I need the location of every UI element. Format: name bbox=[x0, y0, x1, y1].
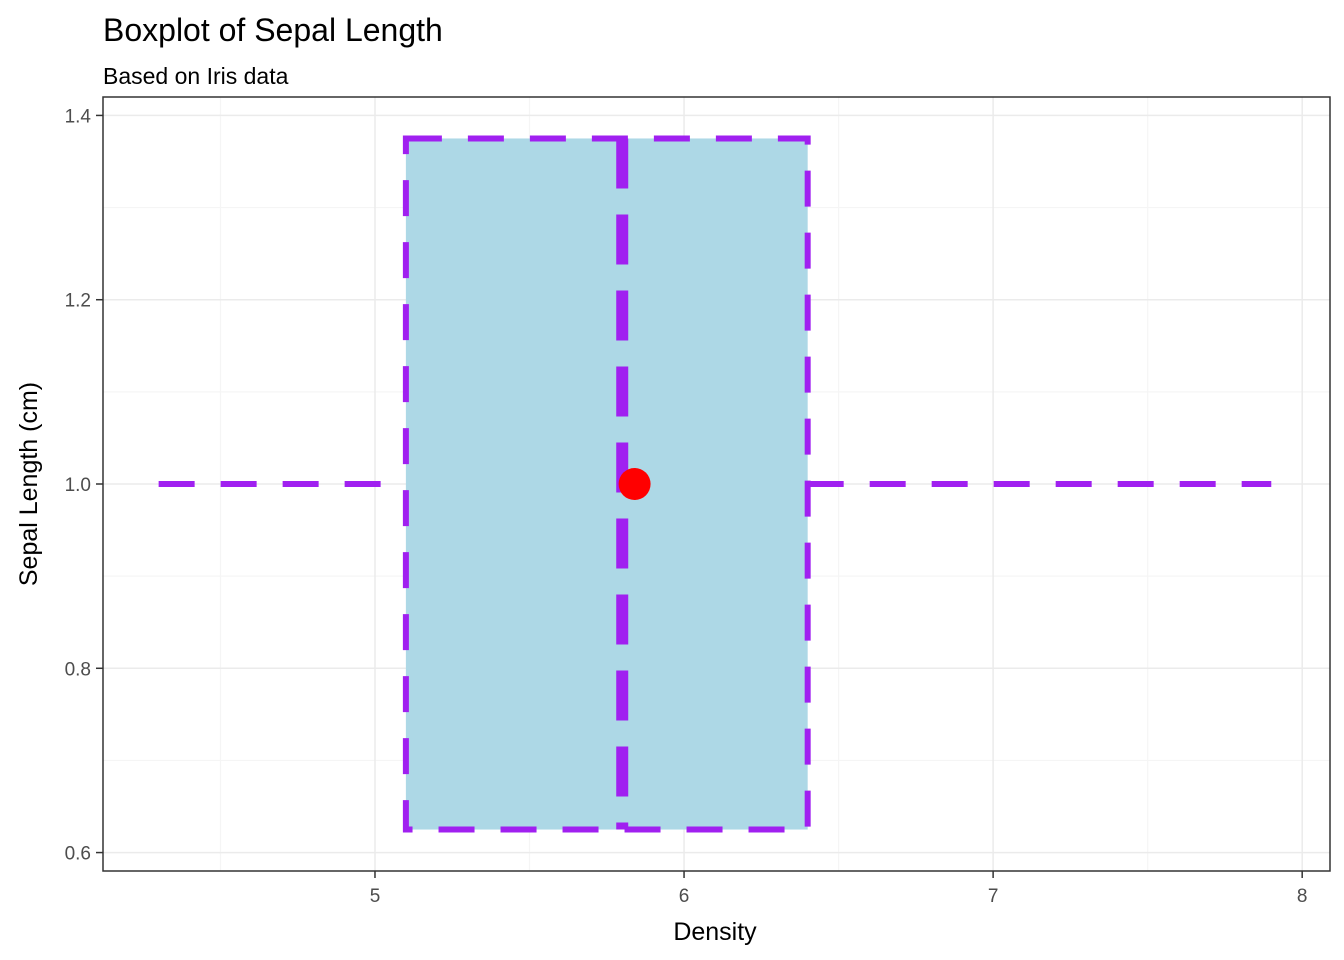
y-tick-label: 1.2 bbox=[65, 291, 91, 312]
chart-subtitle: Based on Iris data bbox=[103, 63, 289, 89]
box-fill bbox=[405, 138, 808, 830]
x-tick-label: 6 bbox=[679, 886, 690, 907]
mean-point bbox=[618, 468, 651, 500]
x-axis-title: Density bbox=[673, 918, 757, 946]
y-tick-label: 1.0 bbox=[65, 475, 91, 496]
x-tick-label: 8 bbox=[1297, 886, 1308, 907]
y-tick-label: 1.4 bbox=[65, 106, 92, 127]
x-tick-label: 7 bbox=[988, 886, 999, 907]
box-outline bbox=[402, 135, 811, 833]
axes: 5 6 7 8 0.6 0.8 1.0 1.2 1.4 bbox=[65, 96, 1331, 907]
y-tick-label: 0.8 bbox=[65, 659, 91, 680]
y-tick-label: 0.6 bbox=[65, 844, 91, 865]
chart-title: Boxplot of Sepal Length bbox=[103, 12, 443, 48]
x-tick-label: 5 bbox=[370, 886, 381, 907]
y-axis-title: Sepal Length (cm) bbox=[15, 382, 43, 586]
boxplot-layer bbox=[158, 135, 1272, 833]
